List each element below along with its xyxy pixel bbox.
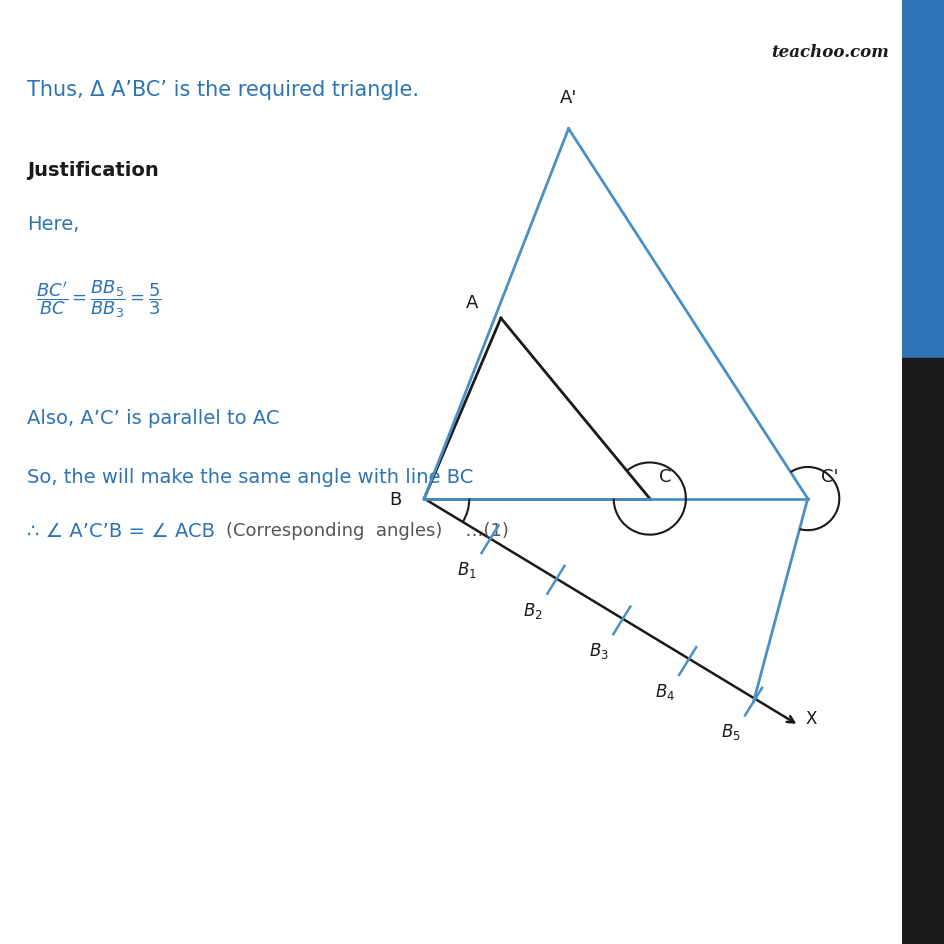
Text: B: B: [389, 490, 401, 508]
Text: $B_3$: $B_3$: [588, 641, 608, 661]
Text: $B_2$: $B_2$: [523, 600, 543, 620]
Text: Also, A’C’ is parallel to AC: Also, A’C’ is parallel to AC: [27, 409, 279, 428]
Bar: [902, 359, 944, 944]
Text: (Corresponding  angles)    …(1): (Corresponding angles) …(1): [226, 522, 508, 540]
Text: A': A': [559, 89, 577, 107]
Text: A: A: [465, 294, 478, 312]
Text: $\dfrac{BC'}{BC} = \dfrac{BB_5}{BB_3} = \dfrac{5}{3}$: $\dfrac{BC'}{BC} = \dfrac{BB_5}{BB_3} = …: [36, 278, 161, 320]
Text: C: C: [658, 467, 670, 485]
Text: ∴ ∠ A’C’B = ∠ ACB: ∴ ∠ A’C’B = ∠ ACB: [27, 522, 215, 541]
Text: X: X: [805, 709, 817, 727]
Text: $B_1$: $B_1$: [457, 560, 477, 580]
Text: $B_4$: $B_4$: [654, 682, 674, 701]
Bar: [902, 0, 944, 359]
Text: Justification: Justification: [27, 161, 159, 180]
Text: C': C': [820, 467, 838, 485]
Text: So, the will make the same angle with line BC: So, the will make the same angle with li…: [27, 467, 473, 486]
Text: teachoo.com: teachoo.com: [770, 43, 888, 60]
Text: Here,: Here,: [27, 215, 79, 234]
Text: Thus, Δ A’BC’ is the required triangle.: Thus, Δ A’BC’ is the required triangle.: [27, 80, 418, 100]
Text: $B_5$: $B_5$: [720, 722, 740, 742]
